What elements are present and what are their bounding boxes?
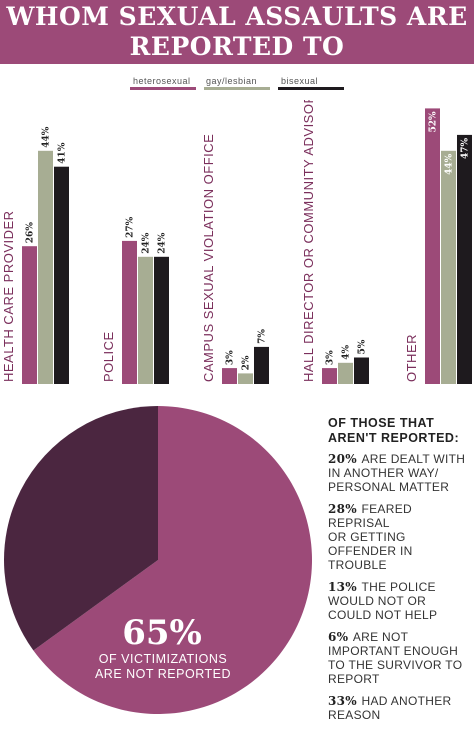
value-label-campus-office-bisexual: 7% bbox=[258, 329, 268, 344]
legend-swatch-bisexual bbox=[278, 87, 344, 90]
reason-text: IMPORTANT ENOUGH bbox=[328, 644, 459, 658]
reason-line: IN ANOTHER WAY/ bbox=[328, 466, 474, 480]
bar-chart: HEALTH CARE PROVIDER 26% 44% 41% POLICE 27% 24… bbox=[1, 100, 472, 385]
reason-line: COULD NOT HELP bbox=[328, 608, 474, 622]
reason-line: 28% FEARED REPRISAL bbox=[328, 502, 474, 530]
reason-percent: 13% bbox=[328, 580, 362, 594]
reason-line: 20% ARE DEALT WITH bbox=[328, 452, 474, 466]
reason-text: PERSONAL MATTER bbox=[328, 480, 450, 494]
reason-percent: 33% bbox=[328, 694, 362, 708]
value-label-hall-director-heterosexual: 3% bbox=[326, 350, 336, 365]
reason-text: THE POLICE bbox=[361, 580, 436, 594]
bar-health-care-provider-bisexual bbox=[54, 166, 69, 384]
category-label-police: POLICE bbox=[101, 331, 116, 382]
bar-police-heterosexual bbox=[122, 240, 137, 384]
bar-police-bisexual bbox=[154, 256, 169, 384]
legend-swatch-heterosexual bbox=[130, 87, 196, 90]
bar-campus-office-bisexual bbox=[254, 346, 269, 384]
value-label-other-bisexual: 47% bbox=[461, 137, 471, 159]
reason-text: OR GETTING bbox=[328, 530, 406, 544]
bar-campus-office-heterosexual bbox=[222, 368, 237, 384]
value-label-health-care-provider-gay-lesbian: 44% bbox=[42, 126, 52, 148]
pie-slice-remainder bbox=[4, 406, 159, 651]
reason-item: 13% THE POLICE WOULD NOT OR COULD NOT HELP bbox=[328, 580, 474, 622]
reason-line: PERSONAL MATTER bbox=[328, 480, 474, 494]
reason-line: REASON bbox=[328, 708, 474, 722]
reason-line: TROUBLE bbox=[328, 558, 474, 572]
legend-label-gay-lesbian: gay/lesbian bbox=[206, 76, 258, 86]
value-label-police-heterosexual: 27% bbox=[126, 216, 136, 238]
pie-chart bbox=[4, 406, 313, 714]
reason-percent: 20% bbox=[328, 452, 362, 466]
reason-line: WOULD NOT OR bbox=[328, 594, 474, 608]
reason-line: TO THE SURVIVOR TO bbox=[328, 658, 474, 672]
title-line-2: REPORTED TO bbox=[129, 32, 345, 61]
reason-line: 13% THE POLICE bbox=[328, 580, 474, 594]
reason-text: ARE NOT bbox=[352, 630, 409, 644]
reason-text: ARE DEALT WITH bbox=[361, 452, 466, 466]
value-label-campus-office-heterosexual: 3% bbox=[226, 350, 236, 365]
bar-other-bisexual bbox=[457, 134, 472, 384]
legend-swatch-gay-lesbian bbox=[204, 87, 270, 90]
value-label-health-care-provider-bisexual: 41% bbox=[58, 142, 68, 164]
reason-text: TO THE SURVIVOR TO bbox=[328, 658, 463, 672]
value-label-health-care-provider-heterosexual: 26% bbox=[26, 222, 36, 244]
category-label-health-care-provider: HEALTH CARE PROVIDER bbox=[1, 210, 16, 382]
category-label-campus-office: CAMPUS SEXUAL VIOLATION OFFICE bbox=[201, 134, 216, 382]
reason-item: 20% ARE DEALT WITH IN ANOTHER WAY/PERSONA… bbox=[328, 452, 474, 494]
reason-text: COULD NOT HELP bbox=[328, 608, 438, 622]
reason-item: 6% ARE NOT IMPORTANT ENOUGH TO THE SURVIVO… bbox=[328, 630, 474, 686]
reason-line: 6% ARE NOT bbox=[328, 630, 474, 644]
legend-label-heterosexual: heterosexual bbox=[133, 76, 191, 86]
reason-text: OFFENDER IN bbox=[328, 544, 413, 558]
reason-item: 28% FEARED REPRISAL OR GETTING OFFENDER IN… bbox=[328, 502, 474, 572]
title-line-1: WHOM SEXUAL ASSAULTS ARE bbox=[6, 2, 468, 31]
value-label-hall-director-bisexual: 5% bbox=[358, 339, 368, 354]
bar-hall-director-heterosexual bbox=[322, 368, 337, 384]
reason-item: 33% HAD ANOTHER REASON bbox=[328, 694, 474, 722]
value-label-other-gay-lesbian: 44% bbox=[445, 153, 455, 175]
bar-health-care-provider-heterosexual bbox=[22, 246, 37, 384]
reason-line: 33% HAD ANOTHER bbox=[328, 694, 474, 708]
reason-percent: 28% bbox=[328, 502, 362, 516]
reason-line: OFFENDER IN bbox=[328, 544, 474, 558]
reason-list: 20% ARE DEALT WITH IN ANOTHER WAY/PERSONA… bbox=[328, 452, 474, 722]
value-label-police-bisexual: 24% bbox=[158, 232, 168, 254]
category-label-other: OTHER bbox=[404, 334, 419, 382]
reason-text: WOULD NOT OR bbox=[328, 594, 427, 608]
pie-slice-not-reported bbox=[33, 406, 313, 714]
value-label-other-heterosexual: 52% bbox=[429, 111, 439, 133]
pie-center-text-1: OF VICTIMIZATIONS bbox=[98, 652, 228, 666]
reason-text: HAD ANOTHER bbox=[361, 694, 452, 708]
category-label-hall-director: HALL DIRECTOR OR COMMUNITY ADVISOR bbox=[301, 100, 316, 382]
reason-text: REPORT bbox=[328, 672, 380, 686]
bar-other-heterosexual bbox=[425, 108, 440, 385]
bar-hall-director-bisexual bbox=[354, 357, 369, 384]
reason-line: REPORT bbox=[328, 672, 474, 686]
reason-text: FEARED REPRISAL bbox=[328, 502, 412, 530]
reason-line: IMPORTANT ENOUGH bbox=[328, 644, 474, 658]
unreported-reasons: OF THOSE THAT AREN'T REPORTED: 20% ARE D… bbox=[328, 416, 474, 730]
bar-other-gay-lesbian bbox=[441, 150, 456, 384]
legend-label-bisexual: bisexual bbox=[281, 76, 319, 86]
value-label-hall-director-gay-lesbian: 4% bbox=[342, 345, 352, 360]
bar-hall-director-gay-lesbian bbox=[338, 362, 353, 384]
unreported-heading-line-2: AREN'T REPORTED: bbox=[328, 431, 460, 445]
pie-center-text-2: ARE NOT REPORTED bbox=[94, 667, 232, 681]
title-banner: WHOM SEXUAL ASSAULTS ARE REPORTED TO bbox=[0, 0, 474, 64]
reason-text: IN ANOTHER WAY/ bbox=[328, 466, 439, 480]
pie-center-value: 65% bbox=[122, 613, 202, 653]
value-label-campus-office-gay-lesbian: 2% bbox=[242, 355, 252, 370]
unreported-heading: OF THOSE THAT AREN'T REPORTED: bbox=[328, 416, 474, 446]
unreported-heading-line-1: OF THOSE THAT bbox=[328, 416, 435, 430]
bar-campus-office-gay-lesbian bbox=[238, 373, 253, 384]
reason-text: TROUBLE bbox=[328, 558, 387, 572]
reason-percent: 6% bbox=[328, 630, 353, 644]
reason-text: REASON bbox=[328, 708, 381, 722]
value-label-police-gay-lesbian: 24% bbox=[142, 232, 152, 254]
reason-line: OR GETTING bbox=[328, 530, 474, 544]
bar-health-care-provider-gay-lesbian bbox=[38, 150, 53, 384]
bar-police-gay-lesbian bbox=[138, 256, 153, 384]
